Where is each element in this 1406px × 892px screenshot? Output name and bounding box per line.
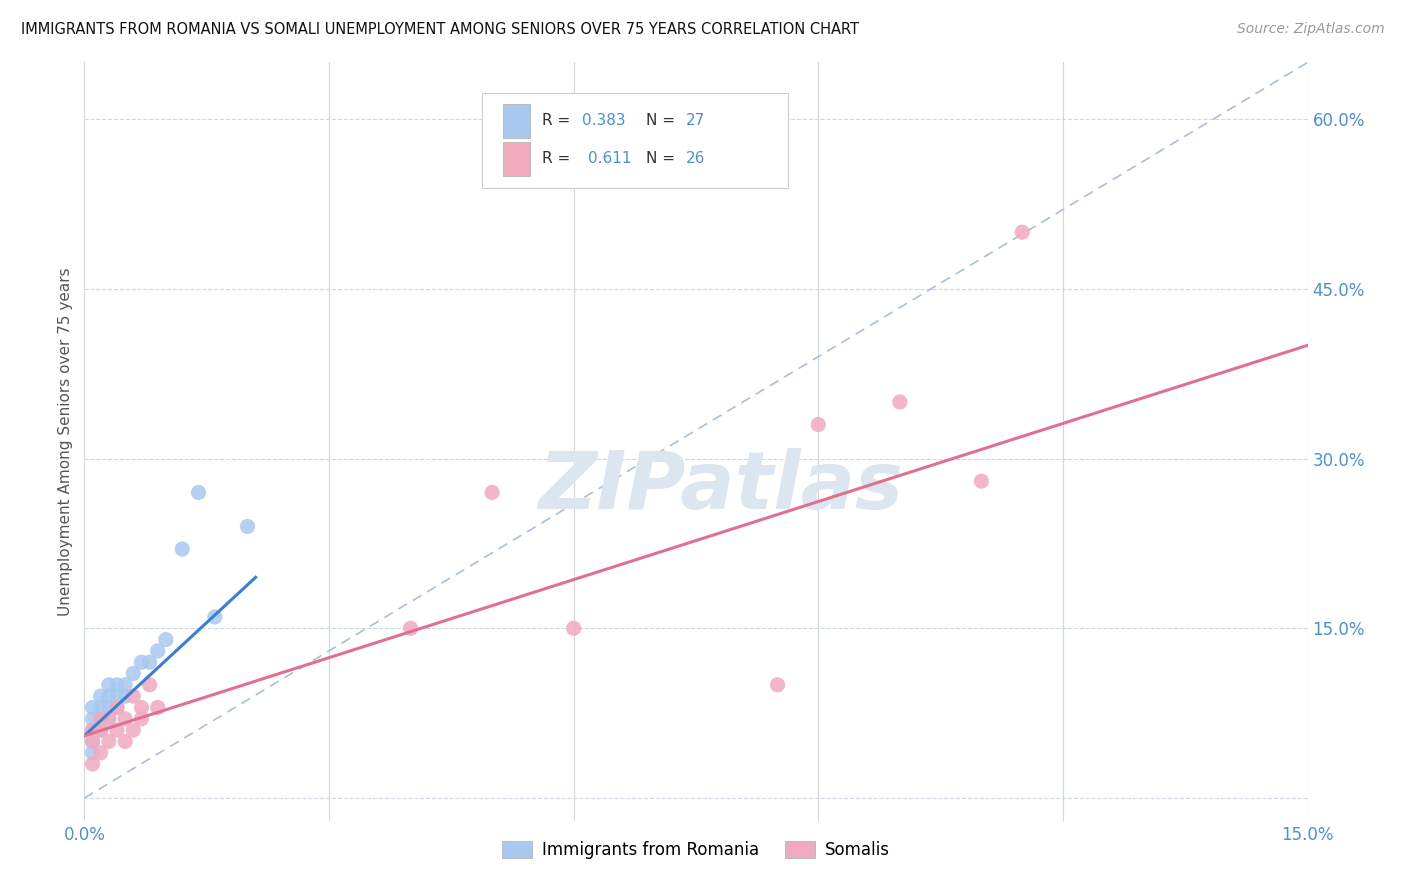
Point bbox=[90, 689, 112, 703]
Point bbox=[562, 621, 585, 635]
Point bbox=[399, 621, 422, 635]
Y-axis label: Unemployment Among Seniors over 75 years: Unemployment Among Seniors over 75 years bbox=[58, 268, 73, 615]
Point bbox=[105, 689, 128, 703]
Point bbox=[114, 678, 136, 692]
FancyBboxPatch shape bbox=[503, 142, 530, 176]
Point bbox=[105, 700, 128, 714]
Point bbox=[90, 723, 112, 738]
Text: R =: R = bbox=[541, 113, 575, 128]
Point bbox=[131, 712, 153, 726]
Point bbox=[138, 655, 160, 669]
Point bbox=[146, 700, 169, 714]
Point bbox=[172, 542, 194, 557]
Text: R =: R = bbox=[541, 152, 579, 166]
Point bbox=[122, 723, 145, 738]
Text: 27: 27 bbox=[686, 113, 706, 128]
Point bbox=[82, 734, 104, 748]
Point bbox=[1011, 225, 1033, 239]
Point bbox=[97, 678, 120, 692]
Point bbox=[97, 712, 120, 726]
Point bbox=[82, 746, 104, 760]
Point bbox=[90, 746, 112, 760]
Point bbox=[481, 485, 503, 500]
Point bbox=[97, 734, 120, 748]
Point bbox=[236, 519, 259, 533]
Point bbox=[90, 700, 112, 714]
Point bbox=[889, 395, 911, 409]
FancyBboxPatch shape bbox=[503, 103, 530, 138]
Point bbox=[82, 723, 104, 738]
Text: IMMIGRANTS FROM ROMANIA VS SOMALI UNEMPLOYMENT AMONG SENIORS OVER 75 YEARS CORRE: IMMIGRANTS FROM ROMANIA VS SOMALI UNEMPL… bbox=[21, 22, 859, 37]
Point bbox=[97, 712, 120, 726]
Point bbox=[97, 689, 120, 703]
Legend: Immigrants from Romania, Somalis: Immigrants from Romania, Somalis bbox=[496, 834, 896, 865]
Text: 0.383: 0.383 bbox=[582, 113, 626, 128]
Point bbox=[187, 485, 209, 500]
Point bbox=[105, 678, 128, 692]
Point bbox=[90, 712, 112, 726]
Text: N =: N = bbox=[645, 113, 679, 128]
Text: 0.611: 0.611 bbox=[588, 152, 631, 166]
Point bbox=[122, 689, 145, 703]
Point bbox=[204, 610, 226, 624]
Text: N =: N = bbox=[645, 152, 679, 166]
FancyBboxPatch shape bbox=[482, 93, 787, 187]
Point bbox=[90, 712, 112, 726]
Text: 26: 26 bbox=[686, 152, 706, 166]
Text: ZIPatlas: ZIPatlas bbox=[538, 448, 903, 526]
Text: Source: ZipAtlas.com: Source: ZipAtlas.com bbox=[1237, 22, 1385, 37]
Point bbox=[146, 644, 169, 658]
Point bbox=[114, 734, 136, 748]
Point bbox=[766, 678, 789, 692]
Point bbox=[105, 723, 128, 738]
Point bbox=[82, 734, 104, 748]
Point bbox=[90, 723, 112, 738]
Point bbox=[82, 723, 104, 738]
Point bbox=[807, 417, 830, 432]
Point bbox=[105, 700, 128, 714]
Point bbox=[97, 700, 120, 714]
Point bbox=[82, 700, 104, 714]
Point bbox=[82, 757, 104, 772]
Point bbox=[131, 655, 153, 669]
Point bbox=[155, 632, 177, 647]
Point bbox=[122, 666, 145, 681]
Point bbox=[970, 474, 993, 488]
Point bbox=[114, 712, 136, 726]
Point bbox=[131, 700, 153, 714]
Point bbox=[138, 678, 160, 692]
Point bbox=[114, 689, 136, 703]
Point bbox=[82, 712, 104, 726]
